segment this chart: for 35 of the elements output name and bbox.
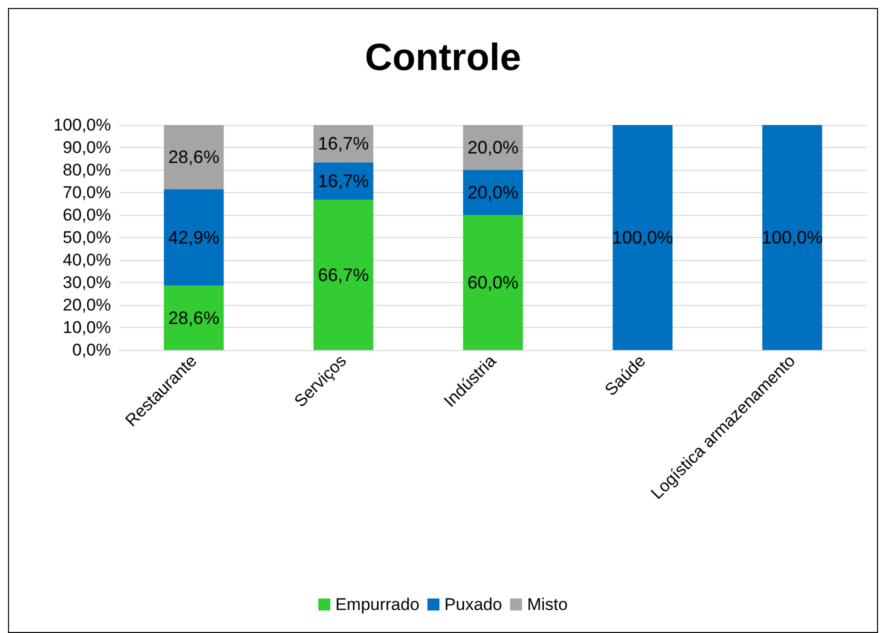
y-tick-label: 60,0% <box>62 206 111 224</box>
data-label: 16,7% <box>318 171 369 192</box>
bar <box>463 125 523 170</box>
y-tick-label: 70,0% <box>62 183 111 202</box>
y-tick-label: 30,0% <box>62 273 111 292</box>
legend-label: Misto <box>527 595 568 614</box>
data-label: 28,6% <box>168 308 220 328</box>
bar <box>463 215 523 350</box>
data-label: 16,7% <box>318 134 369 154</box>
y-tick-label: 90,0% <box>62 138 111 157</box>
data-label: 28,6% <box>168 147 220 168</box>
y-tick-label: 40,0% <box>62 250 111 270</box>
y-tick-label: 20,0% <box>62 296 111 314</box>
legend-label: Empurrado <box>335 595 420 614</box>
bar <box>612 125 673 350</box>
bar <box>313 125 374 162</box>
data-label: 60,0% <box>467 272 519 292</box>
data-label: 66,7% <box>318 264 369 285</box>
y-tick-label: 50,0% <box>62 228 111 247</box>
y-tick-label: 80,0% <box>62 160 111 180</box>
bar <box>762 125 822 350</box>
data-label: 42,9% <box>168 227 220 248</box>
data-label: 20,0% <box>467 138 519 158</box>
y-tick-label: 10,0% <box>62 318 111 337</box>
y-tick-label: 0,0% <box>72 340 111 360</box>
data-label: 20,0% <box>467 182 519 202</box>
bar <box>463 170 523 215</box>
bar <box>313 200 374 350</box>
chart-title: Controle <box>364 37 522 79</box>
bar <box>164 125 224 190</box>
bar <box>164 286 224 350</box>
data-label: 100,0% <box>612 228 674 248</box>
y-tick-label: 100,0% <box>53 116 111 134</box>
bar <box>164 189 224 286</box>
legend-label: Puxado <box>444 595 502 614</box>
